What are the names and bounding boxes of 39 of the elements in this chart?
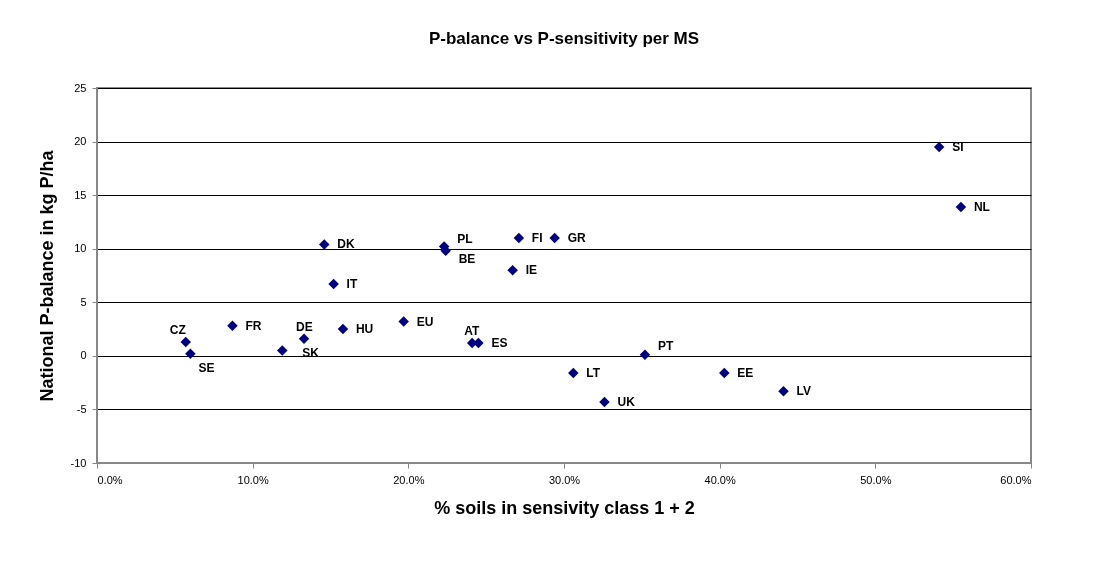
annotation: DK [337,237,355,252]
x-tick-label: 10.0% [237,473,269,486]
annotation: LV [796,384,811,399]
annotation: PL [457,231,473,246]
x-tick-label: 30.0% [548,473,581,486]
annotation: UK [617,394,636,409]
y-tick-label: 10 [74,242,87,255]
x-tick-label: 60.0% [1000,473,1032,486]
annotation: HU [355,322,374,337]
annotation: IT [346,277,358,292]
annotation: CZ [169,322,186,337]
x-tick-label: 0.0% [97,473,123,486]
y-tick-label: -10 [70,456,87,469]
annotation: BE [458,251,476,266]
x-tick-label: 40.0% [704,473,736,486]
annotation: AT [464,324,480,338]
y-axis-title: National P-balance in kg P/ha [36,149,57,402]
x-tick-label: 50.0% [860,473,892,486]
y-tick-label: -5 [76,402,87,415]
annotation: PT [657,338,674,353]
annotation: FR [245,318,262,333]
x-axis-title: % soils in sensivity class 1 + 2 [434,497,695,518]
annotation: FI [531,231,543,245]
x-tick-label: 20.0% [393,473,425,486]
y-tick-label: 25 [74,81,87,94]
annotation: NL [973,199,990,214]
y-tick-label: 0 [80,349,87,362]
annotation: LT [586,366,601,380]
annotation: ES [491,336,508,350]
annotation: IE [525,263,537,278]
annotation: EE [737,366,754,380]
y-tick-label: 5 [80,295,87,308]
y-tick-label: 15 [74,188,87,201]
annotation: DE [296,319,313,334]
y-tick-label: 20 [74,135,87,148]
annotation: GR [567,231,586,245]
annotation: EU [416,314,434,329]
annotation: SE [198,360,215,375]
chart-title: P-balance vs P-sensitivity per MS [428,29,700,48]
